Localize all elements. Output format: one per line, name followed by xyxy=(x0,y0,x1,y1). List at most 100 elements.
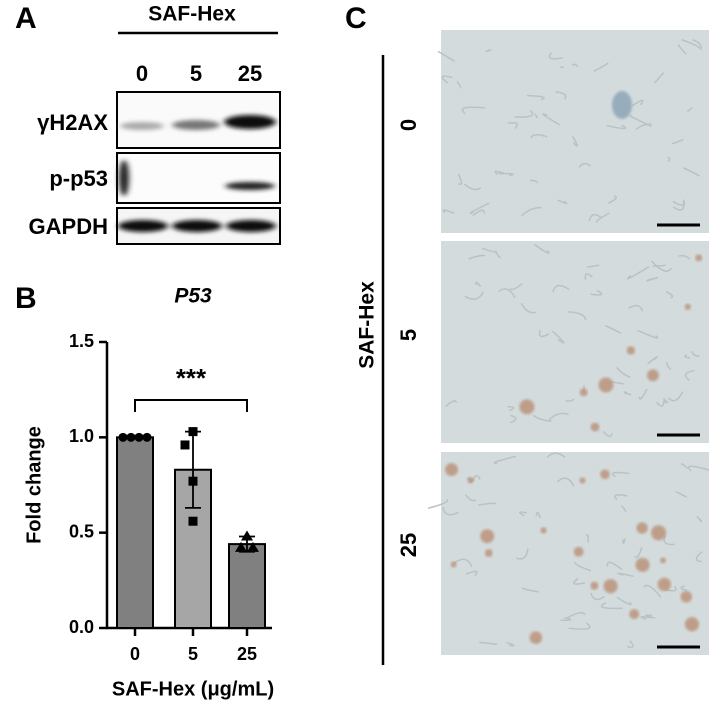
cell xyxy=(475,281,482,287)
cell xyxy=(616,367,631,378)
cell xyxy=(535,511,542,519)
panel-b: B P53 Fold change SAF-Hex (μg/mL) *** 0.… xyxy=(15,282,274,700)
panel-label: A xyxy=(15,2,37,35)
stained-cell xyxy=(636,522,648,534)
cell xyxy=(684,369,695,381)
y-axis-label: Fold change xyxy=(23,426,45,544)
cell xyxy=(672,138,684,145)
cell xyxy=(555,91,567,100)
cell xyxy=(635,123,652,131)
stained-cell xyxy=(629,609,640,620)
stained-cell xyxy=(519,399,535,415)
y-tick-label: 1.5 xyxy=(69,331,94,351)
micrograph xyxy=(441,241,709,443)
cell xyxy=(507,122,519,130)
cell xyxy=(556,477,575,487)
cell xyxy=(493,455,517,465)
x-tick-label: 25 xyxy=(237,644,257,664)
cell xyxy=(510,414,517,424)
cell xyxy=(606,561,623,571)
cell xyxy=(509,283,523,291)
cell xyxy=(527,94,545,101)
cell xyxy=(506,641,515,647)
cell xyxy=(437,50,455,62)
cell xyxy=(602,430,613,438)
cell xyxy=(614,494,628,501)
cell xyxy=(573,577,586,585)
cell xyxy=(520,302,537,314)
cell xyxy=(590,592,605,601)
cell xyxy=(667,156,671,162)
cell xyxy=(551,330,565,344)
cell xyxy=(684,354,691,359)
cell xyxy=(652,264,667,267)
cell xyxy=(616,596,632,606)
data-point xyxy=(126,432,136,442)
data-point xyxy=(118,432,128,442)
dose-label: 25 xyxy=(238,61,262,86)
cell xyxy=(463,183,482,191)
cell xyxy=(485,48,492,53)
band-label: GAPDH xyxy=(29,214,108,239)
cell xyxy=(692,39,703,49)
cell xyxy=(578,162,592,168)
cell xyxy=(634,547,643,558)
cell xyxy=(636,329,659,339)
cell xyxy=(494,250,501,259)
cell xyxy=(665,585,677,592)
cell xyxy=(530,133,548,139)
cell xyxy=(675,491,687,498)
cell xyxy=(442,506,459,516)
stained-cell xyxy=(540,527,547,534)
stained-cell xyxy=(598,377,614,393)
cell xyxy=(585,533,589,543)
cell xyxy=(626,640,634,649)
data-point xyxy=(241,530,253,541)
cell xyxy=(568,622,591,630)
data-point xyxy=(142,432,152,442)
dose-label: 5 xyxy=(190,61,202,86)
cell xyxy=(548,52,563,60)
stained-cell xyxy=(635,557,650,572)
stained-cell xyxy=(467,477,474,484)
panel-label: C xyxy=(345,2,367,35)
treatment-label: SAF-Hex xyxy=(356,281,379,369)
cell xyxy=(494,170,504,176)
cell xyxy=(516,548,529,560)
stained-cell xyxy=(450,561,457,568)
cell xyxy=(571,63,579,68)
cell xyxy=(584,273,593,280)
cell xyxy=(507,405,515,412)
cell xyxy=(444,400,457,408)
cell xyxy=(477,502,497,506)
cell xyxy=(552,284,570,293)
cell xyxy=(607,195,618,205)
cell xyxy=(665,362,672,371)
stained-cell xyxy=(579,477,586,484)
y-tick-label: 0.0 xyxy=(69,617,94,637)
chart-title: P53 xyxy=(174,285,212,308)
stained-cell xyxy=(579,388,588,397)
cell xyxy=(665,291,674,299)
data-point xyxy=(134,432,144,442)
panel-c: C SAF-Hex 0 5 25 xyxy=(345,2,709,665)
micrograph-bg xyxy=(441,241,709,443)
cell xyxy=(461,106,485,115)
x-tick-label: 5 xyxy=(188,644,198,664)
stained-cell xyxy=(684,617,700,632)
data-point xyxy=(188,476,198,486)
cell xyxy=(687,465,709,472)
cell xyxy=(498,172,514,177)
dose-label: 5 xyxy=(396,329,421,341)
cell xyxy=(593,62,609,72)
cell xyxy=(628,304,644,312)
cell xyxy=(568,311,587,321)
cell xyxy=(441,75,453,84)
blue-spot xyxy=(612,91,632,119)
cell xyxy=(565,398,575,402)
micrograph-bg xyxy=(441,30,709,233)
data-point xyxy=(180,440,190,450)
cell xyxy=(680,585,688,592)
significance-bracket xyxy=(134,399,248,412)
